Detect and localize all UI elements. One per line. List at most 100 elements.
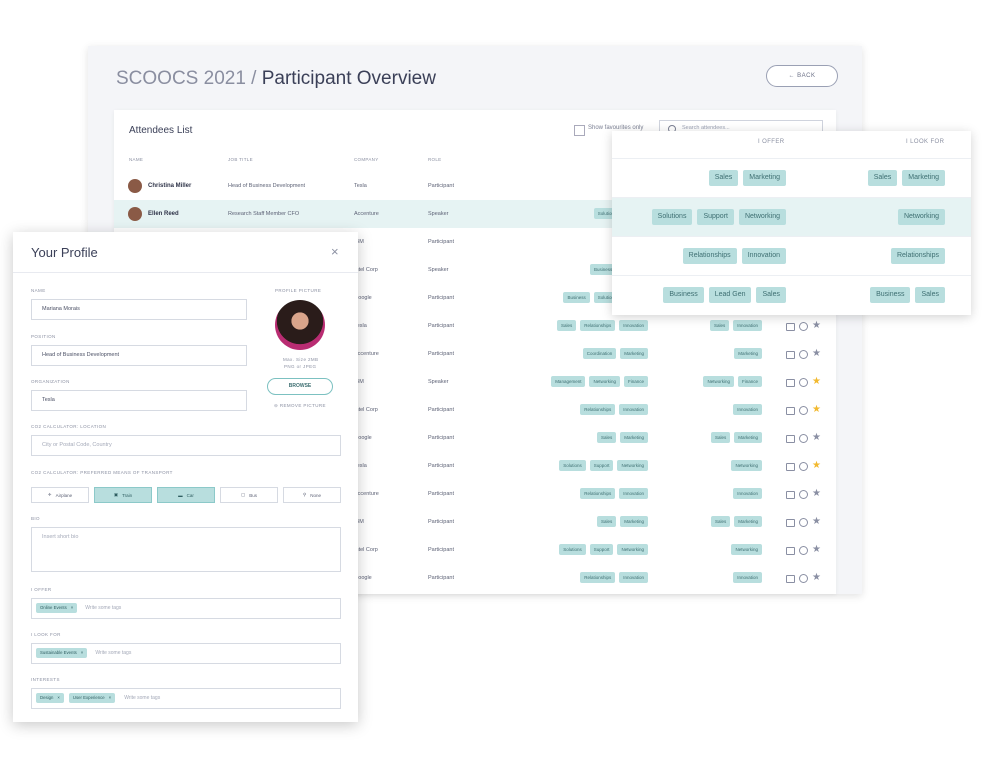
back-button[interactable]: ← BACK [766, 65, 838, 87]
video-call-icon[interactable] [786, 491, 795, 499]
attendee-role: Participant [428, 575, 454, 581]
offer-chip: Innovation [619, 320, 648, 331]
favourite-star-icon[interactable]: ★ [812, 376, 821, 387]
offer-chip: Relationships [580, 320, 616, 331]
table-row[interactable]: Intel Corp Participant Solutions Support Net… [114, 536, 836, 564]
row-actions: ★ [786, 489, 821, 499]
chat-icon[interactable] [799, 574, 808, 583]
favourite-star-icon[interactable]: ★ [812, 320, 821, 331]
attendee-role: Speaker [428, 267, 449, 273]
name-field[interactable]: Mariana Morais [31, 299, 247, 320]
transport-airplane-button[interactable]: ✈ Airplane [31, 487, 89, 503]
transport-train-button[interactable]: ▣ Train [94, 487, 152, 503]
chat-icon[interactable] [799, 406, 808, 415]
offer-chip: Networking [617, 460, 648, 471]
chat-icon[interactable] [799, 518, 808, 527]
video-call-icon[interactable] [786, 379, 795, 387]
attendee-role: Participant [428, 239, 454, 245]
table-row[interactable]: Tesla Participant Solutions Support Networki… [114, 452, 836, 480]
offer-chip: Relationships [580, 488, 616, 499]
train-icon: ▣ [113, 492, 119, 497]
chat-icon[interactable] [799, 546, 808, 555]
lookfor-chip: Business [870, 287, 911, 303]
table-row[interactable]: IBM Speaker Management Networking Finance Net… [114, 368, 836, 396]
video-call-icon[interactable] [786, 351, 795, 359]
table-row[interactable]: Tesla Participant Sales Relationships Innova… [114, 312, 836, 340]
location-placeholder: City or Postal Code, Country [42, 442, 112, 448]
table-row[interactable]: IBM Participant Sales Marketing Sales Marketi… [114, 508, 836, 536]
table-row[interactable]: Google Participant Relationships Innovation… [114, 564, 836, 592]
favourite-star-icon[interactable]: ★ [812, 516, 821, 527]
table-row[interactable]: Intel Corp Participant Relationships Innova… [114, 396, 836, 424]
lookfor-tags-field[interactable]: Sustainable Events × Write some tags [31, 643, 341, 664]
offer-tags-placeholder: Write some tags [85, 605, 122, 611]
interests-tags-placeholder: Write some tags [124, 695, 161, 701]
chat-icon[interactable] [799, 378, 808, 387]
lookfor-chip: Relationships [890, 248, 945, 264]
offer-chip: Sales [556, 320, 577, 331]
attendee-company: Accenture [354, 211, 379, 217]
remove-tag-icon[interactable]: × [70, 605, 74, 610]
attendee-company: Tesla [354, 323, 367, 329]
column-header-name: NAME [129, 157, 144, 162]
video-call-icon[interactable] [786, 547, 795, 555]
table-row[interactable]: Accenture Participant Coordination Marketin… [114, 340, 836, 368]
favourite-star-icon[interactable]: ★ [812, 348, 821, 359]
favourite-star-icon[interactable]: ★ [812, 488, 821, 499]
transport-none-button[interactable]: ⚲ None [283, 487, 341, 503]
row-actions: ★ [786, 433, 821, 443]
profile-picture [275, 300, 325, 350]
lookfor-chip: Marketing [734, 432, 762, 443]
transport-car-button[interactable]: ▬ Car [157, 487, 215, 503]
table-row[interactable]: Accenture Participant Relationships Innovat… [114, 480, 836, 508]
offer-tags-field[interactable]: Online Events × Write some tags [31, 598, 341, 619]
attendee-company: Google [354, 435, 372, 441]
remove-picture-link[interactable]: ⊖ REMOVE PICTURE [274, 403, 326, 408]
browse-button[interactable]: BROWSE [267, 378, 333, 395]
interests-tags-field[interactable]: Design × User Experience × Write some tags [31, 688, 341, 709]
video-call-icon[interactable] [786, 463, 795, 471]
location-field[interactable]: City or Postal Code, Country [31, 435, 341, 456]
lookfor-chips: Sales Innovation [709, 320, 762, 331]
walk-icon: ⚲ [302, 492, 307, 497]
offer-chip: Networking [617, 544, 648, 555]
attendee-company: Intel Corp [354, 547, 378, 553]
remove-tag-icon[interactable]: × [57, 695, 60, 700]
chat-icon[interactable] [799, 462, 808, 471]
video-call-icon[interactable] [786, 407, 795, 415]
close-icon[interactable]: × [331, 244, 339, 259]
attendee-role: Participant [428, 491, 454, 497]
row-actions: ★ [786, 545, 821, 555]
offer-chips: Relationships Innovation [580, 572, 648, 583]
video-call-icon[interactable] [786, 575, 795, 583]
table-row[interactable]: Google Participant Sales Marketing Sales Mark… [114, 424, 836, 452]
picture-format-hint: PNG or JPEG [284, 364, 317, 369]
remove-tag-icon[interactable]: × [80, 650, 84, 655]
lookfor-chip: Sales [867, 170, 898, 186]
offer-chips: Relationships Innovation [682, 248, 786, 264]
organization-field[interactable]: Tesla [31, 390, 247, 411]
transport-bus-button[interactable]: ▢ Bus [220, 487, 278, 503]
chat-icon[interactable] [799, 490, 808, 499]
offer-chip: Networking [589, 376, 620, 387]
favourite-star-icon[interactable]: ★ [812, 460, 821, 471]
chat-icon[interactable] [799, 322, 808, 331]
chat-icon[interactable] [799, 434, 808, 443]
offer-chip: Sales [708, 170, 739, 186]
favourite-star-icon[interactable]: ★ [812, 404, 821, 415]
chat-icon[interactable] [799, 350, 808, 359]
favourite-star-icon[interactable]: ★ [812, 544, 821, 555]
video-call-icon[interactable] [786, 435, 795, 443]
offer-chip: Relationships [580, 572, 616, 583]
favourite-star-icon[interactable]: ★ [812, 572, 821, 583]
video-call-icon[interactable] [786, 519, 795, 527]
position-field[interactable]: Head of Business Development [31, 345, 247, 366]
offer-chip: Relationships [682, 248, 737, 264]
offer-column-header: I OFFER [758, 139, 785, 145]
transport-label-airplane: Airplane [55, 492, 73, 498]
bio-textarea[interactable]: Insert short bio [31, 527, 341, 572]
video-call-icon[interactable] [786, 323, 795, 331]
favourites-checkbox[interactable] [574, 125, 585, 136]
remove-tag-icon[interactable]: × [108, 695, 112, 700]
favourite-star-icon[interactable]: ★ [812, 432, 821, 443]
